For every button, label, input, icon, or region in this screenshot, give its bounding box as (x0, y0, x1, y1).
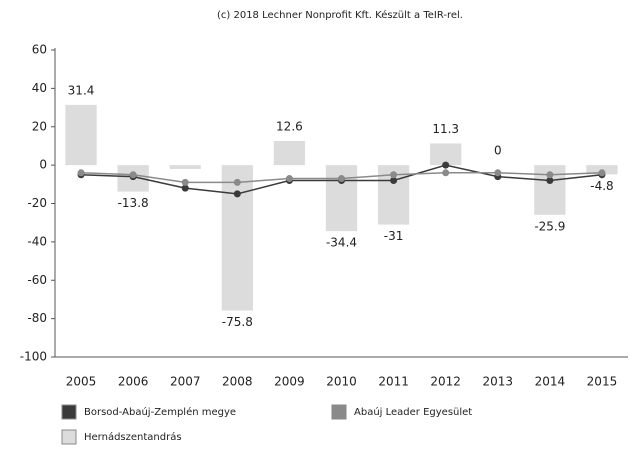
legend-swatch (61, 429, 77, 445)
point (181, 178, 189, 186)
y-tick-label: -80 (27, 311, 47, 325)
legend-swatch (61, 404, 77, 420)
bar (273, 140, 306, 166)
chart-title: (c) 2018 Lechner Nonprofit Kft. Készült … (217, 9, 463, 21)
point (390, 176, 398, 184)
point (285, 175, 293, 183)
point (77, 169, 85, 177)
y-tick-label: -20 (27, 196, 47, 210)
x-tick-label: 2015 (587, 375, 618, 389)
point (181, 184, 189, 192)
bar (169, 165, 201, 169)
x-tick-label: 2010 (326, 375, 357, 389)
y-tick-label: -60 (27, 273, 47, 287)
point (442, 161, 450, 169)
x-tick-label: 2009 (274, 375, 305, 389)
data-label: -34.4 (326, 236, 357, 250)
bar (65, 104, 97, 166)
x-tick-label: 2014 (535, 375, 566, 389)
data-label: -31 (384, 229, 404, 243)
point (598, 169, 606, 177)
point (338, 175, 345, 183)
y-tick-label: 40 (32, 81, 47, 95)
legend-label: Abaúj Leader Egyesület (354, 406, 472, 418)
point (546, 176, 554, 184)
data-label: -25.9 (534, 219, 565, 233)
x-tick-label: 2013 (482, 375, 513, 389)
point (233, 190, 241, 198)
y-tick-label: 0 (39, 158, 47, 172)
y-tick-label: -40 (27, 234, 47, 248)
legend-label: Hernádszentandrás (84, 431, 182, 443)
point (442, 169, 450, 177)
legend-swatch (331, 404, 347, 420)
x-tick-label: 2007 (170, 375, 201, 389)
x-tick-label: 2011 (378, 375, 409, 389)
x-tick-label: 2012 (430, 375, 461, 389)
point (233, 178, 241, 186)
point (390, 171, 398, 179)
bar (430, 143, 462, 166)
bar (221, 165, 253, 311)
data-label: -13.8 (118, 196, 149, 210)
data-label: 0 (494, 144, 502, 158)
legend-label: Borsod-Abaúj-Zemplén megye (84, 406, 236, 418)
data-label: -4.8 (590, 179, 613, 193)
point (129, 171, 137, 179)
y-tick-label: 60 (32, 43, 47, 57)
data-label: -75.8 (222, 315, 253, 329)
x-tick-label: 2008 (222, 375, 253, 389)
data-label: 11.3 (432, 122, 459, 136)
y-tick-label: -100 (20, 350, 47, 364)
bar (325, 165, 358, 232)
data-label: 12.6 (276, 119, 303, 133)
point (546, 171, 554, 179)
data-label: 31.4 (68, 83, 95, 97)
x-tick-label: 2006 (118, 375, 149, 389)
point (494, 169, 502, 177)
x-tick-label: 2005 (66, 375, 97, 389)
y-tick-label: 20 (32, 119, 47, 133)
